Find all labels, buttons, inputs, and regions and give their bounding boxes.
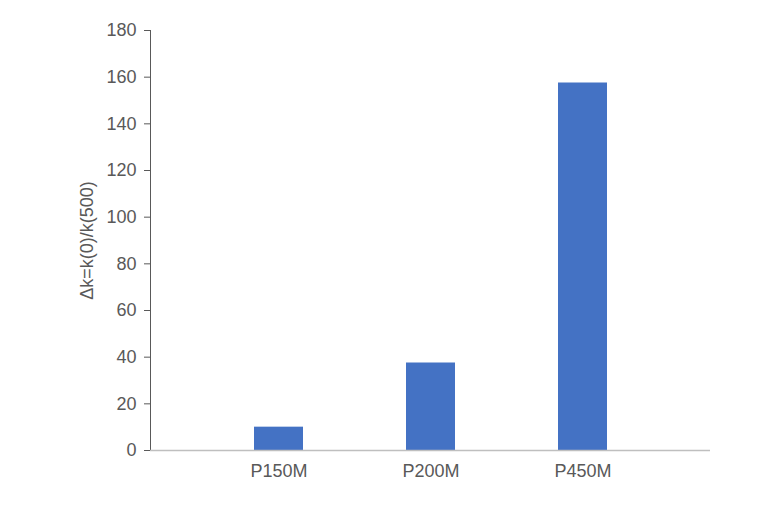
svg-text:0: 0 xyxy=(126,440,136,460)
svg-text:P150M: P150M xyxy=(250,461,307,481)
svg-text:Δk=k(0)/k(500): Δk=k(0)/k(500) xyxy=(77,181,97,300)
svg-text:120: 120 xyxy=(106,160,136,180)
svg-text:100: 100 xyxy=(106,207,136,227)
svg-text:40: 40 xyxy=(116,347,136,367)
svg-text:180: 180 xyxy=(106,20,136,40)
svg-text:P200M: P200M xyxy=(402,461,459,481)
svg-text:60: 60 xyxy=(116,300,136,320)
svg-text:140: 140 xyxy=(106,114,136,134)
svg-text:160: 160 xyxy=(106,67,136,87)
svg-text:80: 80 xyxy=(116,254,136,274)
svg-text:20: 20 xyxy=(116,394,136,414)
svg-text:P450M: P450M xyxy=(554,461,611,481)
